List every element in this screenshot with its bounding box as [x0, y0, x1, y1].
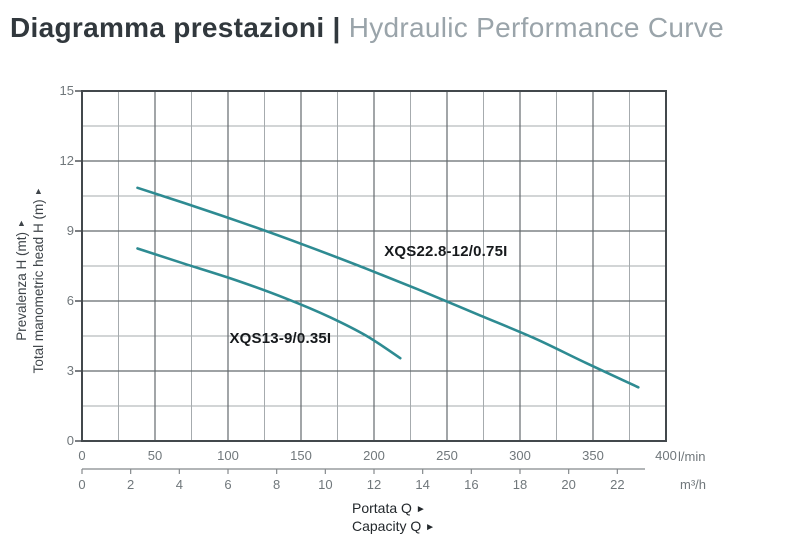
x-axis-tick-label: 50 — [147, 448, 163, 463]
page-title: Diagramma prestazioni | Hydraulic Perfor… — [10, 12, 724, 44]
title-secondary: Hydraulic Performance Curve — [348, 12, 725, 43]
x-axis-caption: Portata Q ► Capacity Q ► — [352, 500, 435, 536]
x-axis-secondary-tick-label: 14 — [415, 477, 430, 492]
x-axis-tick-label: 350 — [582, 448, 604, 463]
x-axis-secondary-tick-label: 16 — [464, 477, 479, 492]
x-axis-tick-label: 150 — [290, 448, 312, 463]
y-axis-tick-label: 12 — [59, 153, 74, 168]
y-axis-tick-label: 9 — [66, 223, 74, 238]
curve-label: XQS22.8-12/0.75I — [384, 242, 508, 260]
x-axis-secondary-tick-label: 0 — [78, 477, 86, 492]
x-axis-tick-label: 100 — [217, 448, 239, 463]
x-axis-tick-label: 250 — [436, 448, 458, 463]
up-arrow-icon: ▲ — [34, 185, 43, 196]
curve-label: XQS13-9/0.35I — [229, 329, 332, 347]
x-axis-secondary-tick-label: 10 — [318, 477, 333, 492]
y-axis-tick-label: 3 — [66, 363, 74, 378]
y-axis-title-line-it: Prevalenza H (mt) ▲ — [13, 100, 30, 460]
x-axis-tick-label: 200 — [363, 448, 385, 463]
x-axis-caption-it: Portata Q ► — [352, 500, 426, 516]
y-axis-tick-label: 6 — [66, 293, 74, 308]
x-axis-secondary-tick-label: 12 — [366, 477, 382, 492]
x-axis-secondary-tick-label: 4 — [175, 477, 183, 492]
x-axis-tick-label: 400 — [655, 448, 677, 463]
x-axis-secondary-tick-label: 8 — [273, 477, 281, 492]
x-axis-secondary-tick-label: 18 — [512, 477, 528, 492]
y-axis-tick-label: 0 — [66, 433, 74, 448]
x-axis-secondary-tick-label: 6 — [224, 477, 232, 492]
x-axis-unit-m3h: m³/h — [680, 477, 706, 492]
title-primary: Diagramma prestazioni | — [10, 12, 341, 43]
x-axis-caption-en: Capacity Q ► — [352, 518, 436, 534]
x-axis-secondary-tick-label: 22 — [610, 477, 625, 492]
right-arrow-icon: ► — [415, 504, 426, 515]
x-axis-secondary-tick-label: 20 — [561, 477, 576, 492]
right-arrow-icon: ► — [425, 522, 436, 533]
x-axis-unit-lmin: l/min — [678, 449, 706, 464]
x-axis-tick-label: 0 — [78, 448, 86, 463]
up-arrow-icon: ▲ — [17, 218, 26, 229]
y-axis-tick-label: 15 — [59, 83, 74, 98]
x-axis-secondary-tick-label: 2 — [127, 477, 135, 492]
x-axis-tick-label: 300 — [509, 448, 531, 463]
